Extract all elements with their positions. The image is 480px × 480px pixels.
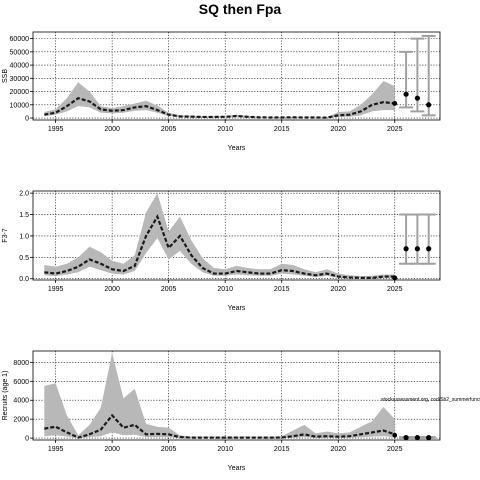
- f-xlabel: Years: [228, 305, 246, 312]
- figure-title: SQ then Fpa: [198, 1, 282, 17]
- panel-ssb: 1995 2000 2005 2010 2015 2020 2025 0 10000 20000 3…: [2, 31, 441, 152]
- rec-ytick-label-2: 4000: [13, 398, 29, 405]
- rec-estimate-line: [44, 413, 396, 439]
- ssb-xtick-label-2005: 2005: [161, 126, 177, 133]
- rec-ylabel: Recruits (age 1): [2, 371, 9, 421]
- rec-xtick-label-2020: 2020: [330, 446, 346, 453]
- f-confidence-band: [44, 193, 395, 279]
- ssb-forecast-point-2028: [426, 102, 432, 108]
- f-xtick-label-1995: 1995: [48, 286, 64, 293]
- panel-recruitment: 1995 2000 2005 2010 2015 2020 2025 0 2000 4000 600…: [2, 350, 480, 472]
- ssb-forecast-point-2026: [403, 91, 409, 97]
- f-xtick-label-2005: 2005: [161, 286, 177, 293]
- rec-last-point: [392, 432, 398, 438]
- rec-ytick-label-4: 8000: [13, 360, 29, 367]
- ssb-ylabel: SSB: [2, 69, 9, 83]
- rec-xtick-label-1995: 1995: [48, 446, 64, 453]
- ssb-forecast-point-2027: [414, 95, 420, 101]
- ssb-xtick-label-2020: 2020: [330, 126, 346, 133]
- f-ytick-label-2: 1.0: [19, 233, 29, 240]
- f-xtick-label-2020: 2020: [330, 286, 346, 293]
- f-xtick-label-2025: 2025: [387, 286, 403, 293]
- f-xtick-label-2015: 2015: [274, 286, 290, 293]
- ssb-xtick-label-2015: 2015: [274, 126, 290, 133]
- ssb-xtick-label-2000: 2000: [104, 126, 120, 133]
- f-ylabel: F3-7: [2, 228, 9, 243]
- ssb-ytick-label-4: 40000: [10, 63, 30, 70]
- f-estimate-line: [44, 214, 395, 279]
- ssb-xtick-label-1995: 1995: [48, 126, 64, 133]
- f-xtick-label-2010: 2010: [217, 286, 233, 293]
- f-xtick-label-2000: 2000: [104, 286, 120, 293]
- ssb-ytick-label-3: 30000: [10, 76, 30, 83]
- ssb-xtick-label-2010: 2010: [217, 126, 233, 133]
- rec-forecast-point-2028: [426, 435, 432, 441]
- rec-forecast-point-2026: [403, 435, 409, 441]
- rec-ytick-label-1: 2000: [13, 417, 29, 424]
- ssb-ytick-label-0: 0: [25, 116, 29, 123]
- rec-xtick-label-2015: 2015: [274, 446, 290, 453]
- ssb-estimate-line: [44, 96, 395, 119]
- rec-forecast-point-2027: [414, 435, 420, 441]
- rec-xtick-label-2005: 2005: [161, 446, 177, 453]
- ssb-ytick-label-2: 20000: [10, 89, 30, 96]
- ssb-plot-frame: [32, 31, 441, 121]
- ssb-ytick-label-5: 50000: [10, 49, 30, 56]
- rec-ytick-label-3: 6000: [13, 379, 29, 386]
- rec-xtick-label-2000: 2000: [104, 446, 120, 453]
- ssb-confidence-band: [44, 80, 395, 118]
- ssb-xlabel: Years: [228, 145, 246, 152]
- f-forecast-point-2027: [414, 246, 420, 252]
- rec-xlabel: Years: [228, 465, 246, 472]
- f-ytick-label-1: 0.5: [19, 255, 29, 262]
- rec-xtick-label-2025: 2025: [387, 446, 403, 453]
- ssb-ytick-label-1: 10000: [10, 102, 30, 109]
- f-ytick-label-3: 1.5: [19, 212, 29, 219]
- rec-plot-frame: [32, 350, 441, 441]
- f-ytick-label-4: 2.0: [19, 191, 29, 198]
- ssb-ytick-label-6: 60000: [10, 36, 30, 43]
- rec-confidence-band: [44, 352, 395, 439]
- f-ytick-label-0: 0.0: [19, 276, 29, 283]
- f-forecast-point-2026: [403, 246, 409, 252]
- watermark-text: stockassessment.org, cod/Sb2_summerfunct…: [381, 397, 480, 403]
- f-plot-frame: [32, 190, 441, 281]
- f-forecast-point-2028: [426, 246, 432, 252]
- ssb-xtick-label-2025: 2025: [387, 126, 403, 133]
- panel-fishing-mortality: 1995 2000 2005 2010 2015 2020 2025 0.0 0.5 1.0 1.5…: [2, 190, 441, 312]
- ssb-last-point: [392, 101, 398, 106]
- rec-ytick-label-0: 0: [25, 436, 29, 443]
- f-last-point: [392, 275, 398, 281]
- rec-xtick-label-2010: 2010: [217, 446, 233, 453]
